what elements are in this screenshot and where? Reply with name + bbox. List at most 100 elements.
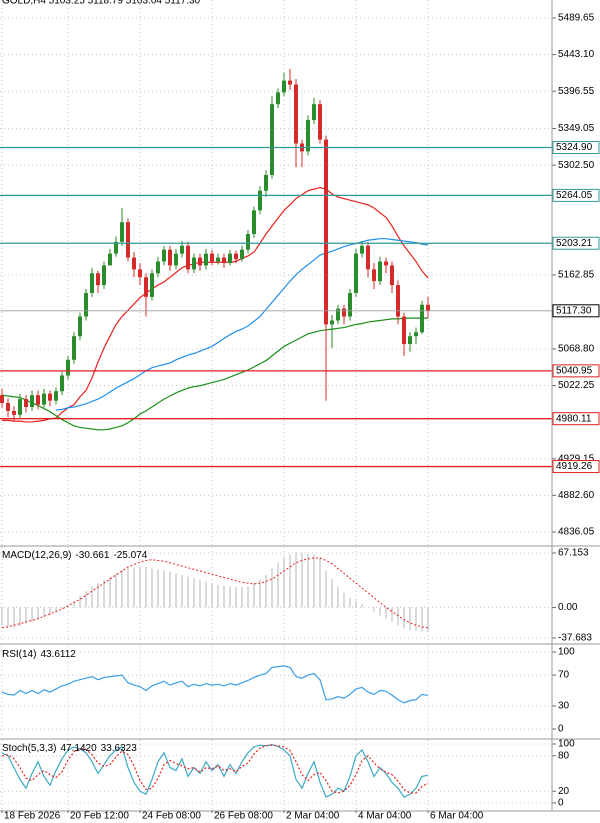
level-label-box — [552, 188, 600, 202]
y-tick-label: 4882.60 — [558, 490, 595, 501]
indicator-name: RSI(14) — [2, 649, 36, 660]
y-tick-label: 30 — [558, 701, 570, 712]
candle-body — [108, 253, 112, 266]
candle-body — [24, 399, 28, 407]
candle-body — [150, 273, 154, 297]
candle-body — [0, 395, 4, 404]
y-tick-label: 5489.65 — [558, 13, 595, 24]
x-tick-label: 26 Feb 08:00 — [214, 811, 273, 822]
candle-body — [396, 285, 400, 317]
candle-body — [366, 245, 370, 270]
candle-body — [48, 393, 52, 401]
indicator-value: 33.6323 — [101, 743, 138, 754]
candle-body — [360, 245, 364, 254]
x-tick-label: 6 Mar 04:00 — [430, 811, 484, 822]
x-tick-label: 4 Mar 04:00 — [358, 811, 412, 822]
indicator-value: 43.6112 — [40, 649, 76, 660]
candle-body — [210, 253, 214, 262]
indicator-line — [1, 665, 429, 704]
candle-body — [252, 210, 256, 234]
indicator-name: Stoch(5,3,3) — [2, 743, 56, 754]
candle-body — [204, 253, 208, 266]
candle-body — [162, 249, 166, 262]
indicator-value: -30.661 — [75, 550, 109, 561]
indicator-line — [2, 186, 429, 423]
chart-header: GOLD,H4 5103.25 5118.79 5103.04 5117.30 — [2, 0, 201, 7]
candle-body — [102, 265, 106, 286]
candle-body — [192, 257, 196, 270]
candle-body — [36, 395, 40, 405]
level-label-box — [552, 460, 600, 474]
y-tick-label: 5162.85 — [558, 270, 595, 281]
indicator-value: -25.074 — [113, 550, 147, 561]
candle-body — [270, 104, 274, 175]
indicator-header: RSI(14) 43.6112 — [2, 649, 76, 660]
y-tick-label: 70 — [558, 670, 570, 681]
candle-body — [6, 403, 10, 411]
candle-body — [384, 261, 388, 266]
y-tick-label: -37.683 — [558, 633, 592, 644]
candle-body — [414, 332, 418, 337]
current-price-box — [552, 304, 600, 318]
candle-body — [318, 104, 322, 140]
candle-body — [348, 292, 352, 317]
y-tick-label: 5396.55 — [558, 86, 595, 97]
indicator-line — [55, 238, 429, 411]
y-tick-label: 0.00 — [558, 602, 578, 613]
candle-body — [90, 273, 94, 293]
level-label-box — [552, 412, 600, 426]
candle-body — [354, 253, 358, 293]
candle-body — [282, 80, 286, 93]
candle-body — [198, 257, 202, 266]
signal-line — [1, 557, 429, 629]
level-label-box — [552, 236, 600, 250]
candle-body — [222, 257, 226, 264]
candle-body — [120, 222, 124, 242]
candle-body — [42, 393, 46, 405]
candle-body — [186, 245, 190, 270]
candle-body — [264, 174, 268, 191]
candle-body — [402, 316, 406, 345]
indicator-name: MACD(12,26,9) — [2, 550, 71, 561]
candle-body — [156, 261, 160, 274]
y-tick-label: 5443.10 — [558, 49, 595, 60]
candle-body — [372, 269, 376, 282]
candle-body — [54, 391, 58, 401]
candle-body — [420, 304, 424, 333]
candle-body — [426, 304, 430, 311]
level-label: 4919.26 — [556, 461, 593, 472]
candle-body — [288, 80, 292, 85]
candle-body — [66, 359, 70, 376]
y-tick-label: 4929.15 — [558, 453, 595, 464]
candle-body — [174, 253, 178, 266]
candle-body — [30, 395, 34, 407]
candle-body — [144, 277, 148, 297]
x-tick-label: 18 Feb 2026 — [4, 811, 61, 822]
y-tick-label: 20 — [558, 786, 570, 797]
y-tick-label: 5349.05 — [558, 123, 595, 134]
candle-body — [114, 241, 118, 254]
candle-body — [240, 249, 244, 260]
indicator-line — [1, 744, 429, 794]
candle-body — [378, 261, 382, 282]
level-label: 5040.95 — [556, 365, 593, 376]
candle-body — [18, 399, 22, 415]
x-tick-label: 20 Feb 12:00 — [70, 811, 129, 822]
candle-body — [258, 190, 262, 211]
level-label: 4980.11 — [556, 413, 592, 424]
candle-body — [342, 308, 346, 317]
candle-body — [276, 92, 280, 105]
candle-body — [306, 119, 310, 152]
level-label: 5324.90 — [556, 142, 593, 153]
candle-body — [390, 265, 394, 286]
candle-body — [228, 253, 232, 264]
candle-body — [234, 253, 238, 260]
candle-body — [294, 84, 298, 144]
candle-body — [126, 222, 130, 258]
candle-body — [324, 139, 328, 325]
y-tick-label: 5302.50 — [558, 160, 595, 171]
level-label: 5203.21 — [556, 238, 593, 249]
candle-body — [84, 292, 88, 317]
indicator-line — [1, 317, 428, 431]
